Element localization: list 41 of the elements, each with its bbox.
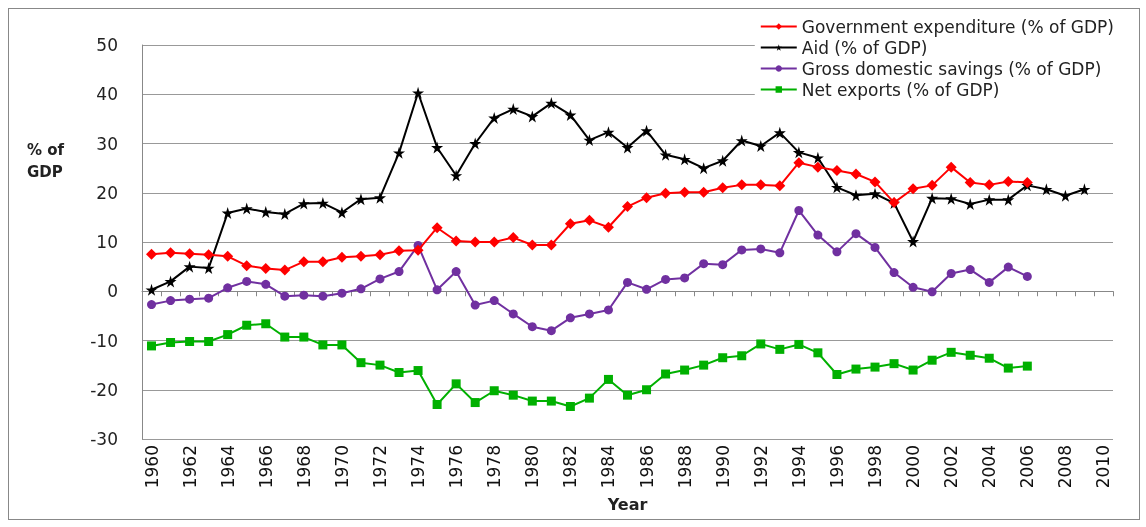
legend-label: Net exports (% of GDP) xyxy=(801,79,1000,100)
x-tick-label: 1994 xyxy=(788,445,809,489)
x-tick-label: 2000 xyxy=(903,445,924,489)
x-tick-label: 1972 xyxy=(369,445,390,489)
y-tick-label: -20 xyxy=(90,379,118,400)
x-tick-label: 1988 xyxy=(674,445,695,489)
x-tick-label: 1980 xyxy=(522,445,543,489)
x-tick-label: 1966 xyxy=(255,445,276,489)
y-tick-label: -30 xyxy=(90,429,118,449)
legend-label: Government expenditure (% of GDP) xyxy=(801,16,1115,37)
x-tick-label: 1978 xyxy=(484,445,505,489)
x-tick-label: 1974 xyxy=(408,445,429,489)
x-tick-label: 2002 xyxy=(941,445,962,489)
x-tick-label: 1964 xyxy=(217,445,238,489)
x-tick-label: 1968 xyxy=(293,445,314,489)
x-tick-label: 2004 xyxy=(979,445,1000,489)
y-tick-label: 30 xyxy=(96,133,118,154)
y-tick-label: 10 xyxy=(96,232,118,252)
y-axis-title: % of GDP xyxy=(27,141,65,181)
x-tick-label: 1998 xyxy=(865,445,886,489)
x-tick-label: 1970 xyxy=(331,445,352,489)
y-tick-label: 40 xyxy=(96,84,118,105)
x-tick-label: 1960 xyxy=(141,445,162,489)
x-axis-title: Year xyxy=(606,494,648,514)
x-tick-label: 2010 xyxy=(1093,445,1114,489)
y-tick-label: -10 xyxy=(90,330,118,351)
x-tick-label: 2008 xyxy=(1055,445,1076,489)
y-tick-label: 0 xyxy=(107,281,118,302)
x-tick-label: 1982 xyxy=(560,445,581,489)
x-tick-label: 2006 xyxy=(1017,445,1038,489)
x-tick-label: 1990 xyxy=(712,445,733,489)
legend-label: Aid (% of GDP) xyxy=(801,37,928,58)
x-tick-label: 1976 xyxy=(446,445,467,489)
x-tick-label: 1986 xyxy=(636,445,657,489)
y-tick-label: 50 xyxy=(96,35,118,55)
y-tick-label: 20 xyxy=(96,182,118,203)
x-tick-label: 1992 xyxy=(750,445,771,489)
x-tick-label: 1984 xyxy=(598,445,619,489)
legend-label: Gross domestic savings (% of GDP) xyxy=(801,58,1102,79)
x-tick-label: 1962 xyxy=(179,445,200,489)
x-tick-label: 1996 xyxy=(826,445,847,489)
